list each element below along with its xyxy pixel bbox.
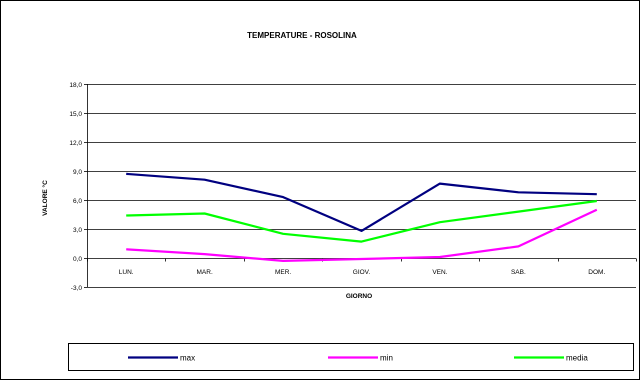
- y-tick-label: 15,0: [69, 111, 82, 118]
- legend-label-min: min: [380, 354, 393, 363]
- x-axis-title: GIORNO: [346, 293, 372, 300]
- chart-title: TEMPERATURE - ROSOLINA: [247, 31, 357, 40]
- x-tick-label: VEN.: [432, 269, 447, 276]
- y-tick-label: -3,0: [71, 285, 83, 292]
- y-tick-label: 6,0: [73, 198, 82, 205]
- y-tick-label: 0,0: [73, 256, 82, 263]
- x-tick-label: MAR.: [197, 269, 213, 276]
- x-tick-labels: LUN. MAR. MER. GIOV. VEN. SAB. DOM.: [119, 269, 606, 276]
- series-lines: [126, 172, 598, 262]
- legend-label-max: max: [180, 354, 195, 363]
- series-line-media: [126, 199, 597, 243]
- plot-area: [84, 84, 637, 288]
- y-tick-label: 18,0: [69, 82, 82, 89]
- y-tick-label: 9,0: [73, 169, 82, 176]
- y-tick-label: 3,0: [73, 227, 82, 234]
- legend: max min media: [68, 343, 634, 371]
- y-axis-title: VALORE °C: [41, 180, 49, 216]
- x-tick-label: DOM.: [588, 269, 605, 276]
- x-tick-label: GIOV.: [353, 269, 371, 276]
- y-tick-label: 12,0: [69, 140, 82, 147]
- x-tick-label: LUN.: [119, 269, 134, 276]
- x-tick-label: SAB.: [511, 269, 526, 276]
- series-line-min: [126, 208, 598, 262]
- series-line-max: [126, 172, 597, 232]
- x-tick-label: MER.: [275, 269, 291, 276]
- y-tick-labels: -3,0 0,0 3,0 6,0 9,0 12,0 15,0 18,0: [69, 82, 82, 292]
- legend-label-media: media: [566, 354, 588, 363]
